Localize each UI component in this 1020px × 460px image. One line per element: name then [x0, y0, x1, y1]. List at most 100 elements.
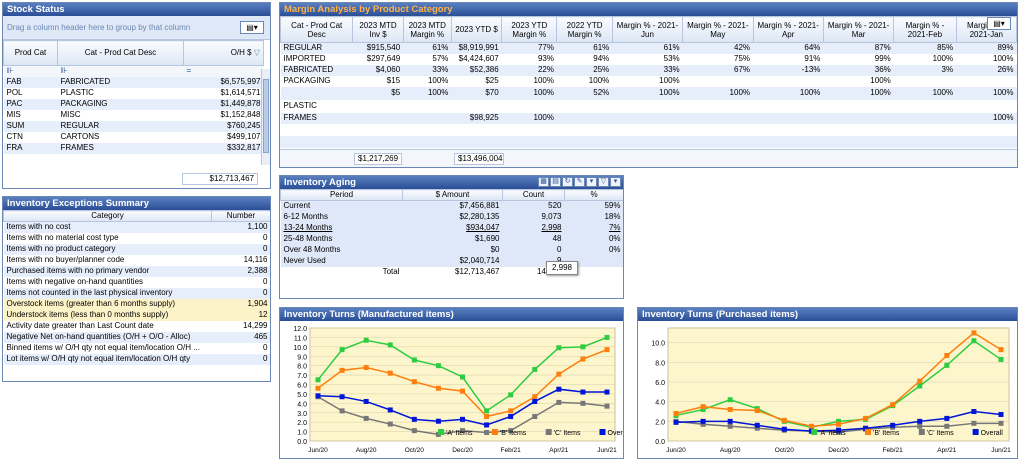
margin-cell — [612, 112, 683, 124]
margin-col[interactable]: Margin % - 2021-May — [682, 16, 754, 43]
dropdown-icon[interactable]: ▾ — [586, 177, 597, 187]
exception-number: 1,904 — [211, 298, 270, 310]
margin-cell — [502, 100, 557, 113]
margin-cell — [753, 76, 823, 87]
filter-prod-cat[interactable]: ⊪ — [3, 65, 58, 77]
margin-cell: $15 — [386, 76, 401, 85]
exception-category: Purchased items with no primary vendor — [3, 265, 212, 277]
aging-row[interactable]: Never Used$2,040,7149 — [280, 255, 623, 267]
export-icon[interactable]: ▦ — [538, 177, 549, 187]
margin-total-mtd: $1,217,269 — [354, 153, 402, 165]
margin-col[interactable]: 2023 MTD Margin % — [402, 16, 452, 43]
col-category[interactable]: Category — [3, 210, 212, 222]
exception-row[interactable]: Lot items w/ O/H qty not equal item/loca… — [3, 353, 270, 365]
aging-row[interactable]: Current $7,456,881 520 59% — [280, 200, 623, 212]
exception-row[interactable]: Negative Net on-hand quantities (O/H + O… — [3, 331, 270, 343]
margin-cell: $297,649 — [366, 54, 401, 63]
margin-row[interactable]: PACKAGING $15 100% $25 100% 100% 100% 100% — [281, 76, 1017, 87]
margin-cell: 33% — [403, 64, 452, 76]
data-point — [556, 399, 562, 405]
col-prod-cat[interactable]: Prod Cat — [3, 40, 58, 66]
margin-title: Margin Analysis by Product Category — [280, 3, 1017, 16]
y-tick-label: 10.0 — [293, 345, 307, 352]
margin-col[interactable]: Margin % - 2021-Mar — [822, 16, 895, 43]
exception-row[interactable]: Items with no product category 0 — [3, 243, 270, 255]
margin-col[interactable]: Margin % - 2021-Apr — [752, 16, 824, 43]
stock-row[interactable]: FRA FRAMES $332,817 — [3, 142, 264, 154]
column-chooser-icon[interactable]: ▤▾ — [240, 21, 264, 34]
exception-row[interactable]: Items with no buyer/planner code 14,116 — [4, 255, 271, 266]
aging-row[interactable]: 25-48 Months $1,690 48 0% — [280, 233, 623, 245]
margin-col[interactable]: Margin % - 2021-Feb — [893, 16, 957, 43]
margin-col[interactable]: 2023 MTD Inv $ — [352, 16, 404, 43]
margin-cell: 61% — [556, 42, 613, 54]
stock-scrollbar[interactable] — [261, 69, 270, 165]
margin-menu-icon[interactable]: ▤▾ — [987, 17, 1011, 30]
margin-row[interactable]: PLASTIC — [281, 100, 1017, 113]
data-point — [411, 357, 417, 363]
exception-row[interactable]: Items with no material cost type 0 — [4, 233, 271, 244]
margin-col[interactable]: 2022 YTD Margin % — [556, 16, 613, 43]
y-tick-label: 8.0 — [655, 360, 665, 367]
stock-row[interactable]: FAB FABRICATED $6,575,997 — [3, 76, 264, 88]
margin-cell: 26% — [956, 64, 1017, 76]
exception-row[interactable]: Activity date greater than Last Count da… — [4, 321, 271, 332]
col-percent[interactable]: % — [564, 189, 623, 201]
margin-col[interactable]: 2023 YTD Margin % — [501, 16, 558, 43]
exception-row[interactable]: Items not counted in the last physical i… — [3, 287, 270, 299]
stock-row[interactable]: CTN CARTONS $499,107 — [4, 132, 264, 143]
margin-cell: $5 — [352, 86, 404, 100]
margin-row[interactable]: FRAMES $98,925 100% 100% — [280, 112, 1017, 124]
margin-cell — [451, 100, 501, 113]
margin-col[interactable]: Margin % - 2021-Jun — [611, 16, 684, 43]
col-prod-cat-desc[interactable]: Cat - Prod Cat Desc — [57, 40, 184, 66]
aging-cell: Current — [280, 200, 403, 212]
stock-row[interactable]: SUM REGULAR $760,245 — [3, 120, 264, 132]
exception-row[interactable]: Items with negative on-hand quantities 0 — [4, 277, 271, 288]
aging-row[interactable]: 13-24 Months $934,047 2,998 7% — [280, 222, 623, 234]
margin-row[interactable]: IMPORTED $297,649 57% $4,424,607 93% 94% 53% 75… — [281, 54, 1017, 65]
stock-row[interactable]: PAC PACKAGING $1,449,878 — [3, 98, 264, 110]
print-icon[interactable]: ▤ — [550, 177, 561, 187]
x-tick-label: Dec/20 — [452, 447, 473, 454]
exception-category: Lot items w/ O/H qty not equal item/loca… — [3, 353, 212, 365]
filter-icon[interactable]: ▽ — [598, 177, 609, 187]
margin-col[interactable]: 2023 YTD $ — [450, 16, 503, 43]
margin-row[interactable]: FABRICATED $4,060 33% $52,386 22% 25% 33% 67% -1… — [280, 64, 1017, 76]
data-point — [363, 398, 369, 404]
col-count[interactable]: Count — [502, 189, 565, 201]
margin-row[interactable]: $5 100% $70 100% 52% 100% 100% 100% 100% 100% 100% — [280, 86, 1017, 100]
group-by-bar[interactable]: Drag a column header here to group by th… — [3, 16, 270, 40]
y-tick-label: 2.0 — [655, 419, 665, 426]
stock-cell: $1,152,848 — [220, 110, 261, 119]
filter-icon[interactable]: ▽ — [253, 48, 260, 57]
col-period[interactable]: Period — [280, 189, 403, 201]
filter-desc[interactable]: ⊪ — [57, 65, 184, 77]
col-amount[interactable]: $ Amount — [402, 189, 503, 201]
margin-cell: 100% — [501, 86, 557, 100]
aging-row[interactable]: Over 48 Months $0 0 0% — [280, 244, 623, 256]
exception-row[interactable]: Overstock items (greater than 6 months s… — [3, 298, 270, 310]
exception-row[interactable]: Items with no cost 1,100 — [3, 221, 270, 233]
margin-cell: 100% — [588, 76, 610, 85]
refresh-icon[interactable]: ↻ — [562, 177, 573, 187]
stock-row[interactable]: MIS MISC $1,152,848 — [4, 110, 264, 121]
tools-icon[interactable]: ✎ — [574, 177, 585, 187]
margin-row[interactable]: REGULAR $915,540 61% $8,919,991 77% 61% 61% 42%… — [280, 42, 1017, 54]
exception-row[interactable]: Understock items (less than 0 months sup… — [3, 309, 270, 321]
exception-row[interactable]: Binned items w/ O/H qty not equal item/l… — [4, 343, 271, 354]
margin-cell: PLASTIC — [283, 101, 317, 110]
col-number[interactable]: Number — [211, 210, 270, 222]
exception-number: 0 — [211, 287, 270, 299]
exception-row[interactable]: Purchased items with no primary vendor 2,… — [3, 265, 270, 277]
exception-number: 0 — [211, 353, 270, 365]
col-oh[interactable]: O/H $ ▽ — [183, 40, 264, 66]
legend-label: 'A' Items — [446, 430, 473, 437]
margin-cell — [894, 100, 956, 113]
stock-row[interactable]: POL PLASTIC $1,614,571 — [4, 88, 264, 99]
x-tick-label: Apr/21 — [937, 447, 957, 454]
filter-oh[interactable]: = — [183, 65, 264, 77]
more-icon[interactable]: ▾ — [610, 177, 621, 187]
margin-col[interactable]: Cat - Prod Cat Desc — [280, 16, 354, 43]
aging-row[interactable]: 6-12 Months $2,280,135 9,073 18% — [280, 211, 623, 223]
